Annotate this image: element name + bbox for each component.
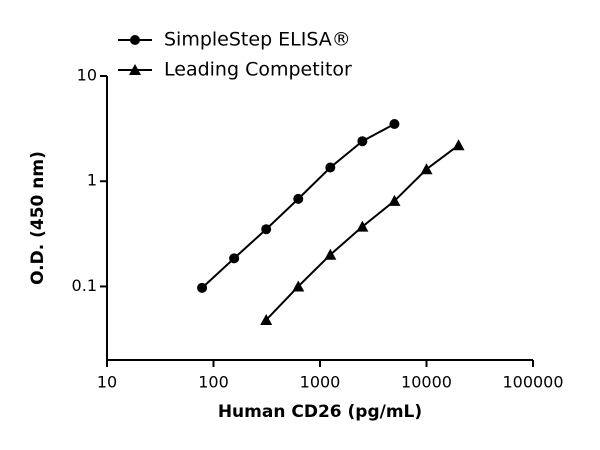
x-tick-label: 100000	[502, 373, 563, 392]
marker	[357, 136, 368, 147]
marker	[129, 64, 141, 75]
legend-label: SimpleStep ELISA®	[164, 29, 351, 51]
marker	[261, 224, 272, 235]
legend-label: Leading Competitor	[164, 59, 352, 81]
marker	[293, 193, 304, 204]
marker	[229, 253, 240, 264]
marker	[420, 163, 433, 175]
marker	[389, 118, 400, 129]
x-tick-label: 10000	[401, 373, 452, 392]
y-tick-label: 10	[77, 66, 97, 85]
marker	[452, 139, 465, 151]
marker	[324, 248, 337, 260]
y-axis-label: O.D. (450 nm)	[28, 151, 48, 285]
marker	[356, 220, 369, 232]
x-tick-label: 1000	[300, 373, 341, 392]
y-tick-label: 0.1	[72, 276, 97, 295]
y-tick-label: 1	[87, 171, 97, 190]
marker	[388, 194, 401, 206]
marker	[260, 313, 273, 325]
x-tick-label: 100	[198, 373, 229, 392]
x-tick-label: 10	[97, 373, 117, 392]
x-axis-label: Human CD26 (pg/mL)	[218, 402, 422, 422]
series-line	[201, 123, 395, 289]
marker	[292, 280, 305, 292]
marker	[130, 35, 140, 45]
marker	[325, 162, 336, 173]
marker	[197, 282, 208, 293]
